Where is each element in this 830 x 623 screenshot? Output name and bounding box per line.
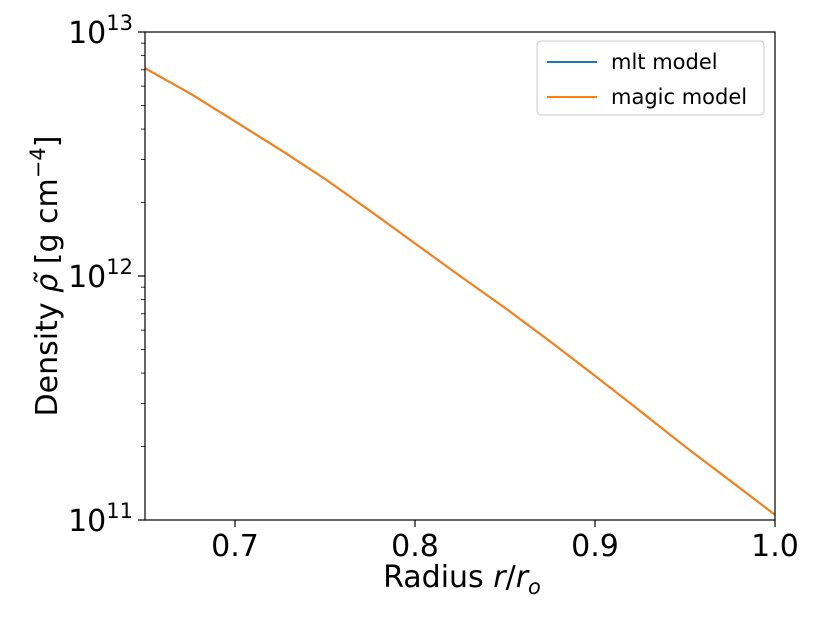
y-axis-label: Density ρ̃ [g cm−4] xyxy=(26,136,65,417)
series-line-magic-model xyxy=(144,67,776,516)
x-tick-label: 0.9 xyxy=(571,529,619,564)
series-layer xyxy=(144,67,776,516)
y-tick-label: 1011 xyxy=(68,499,133,539)
legend-label-magic-model: magic model xyxy=(611,85,747,109)
x-axis: 0.7 0.8 0.9 1.0 xyxy=(211,520,799,564)
y-axis: 1011 1012 1013 xyxy=(68,11,145,539)
x-axis-label: Radius r/ro xyxy=(383,560,541,599)
x-tick-label: 1.0 xyxy=(751,529,799,564)
x-tick-label: 0.8 xyxy=(391,529,439,564)
y-tick-label: 1012 xyxy=(68,255,133,295)
legend-label-mlt-model: mlt model xyxy=(611,50,718,74)
x-tick-label: 0.7 xyxy=(211,529,259,564)
plot-frame xyxy=(144,31,776,521)
y-minor-ticks xyxy=(141,42,145,447)
legend: mlt model magic model xyxy=(536,40,765,116)
y-tick-label: 1013 xyxy=(68,11,133,51)
